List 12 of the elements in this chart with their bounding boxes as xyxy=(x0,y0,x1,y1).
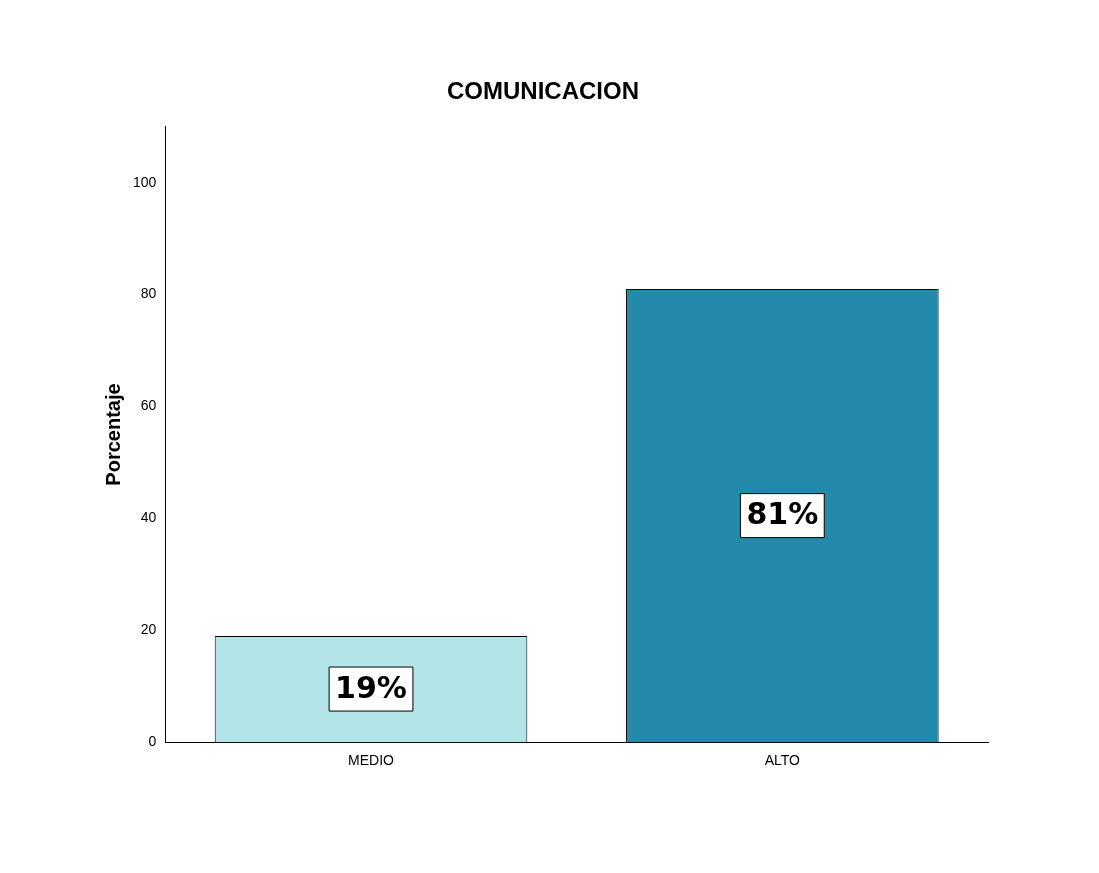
data-label: 81% xyxy=(746,496,819,532)
y-tick-label: 20 xyxy=(140,621,157,638)
data-label: 19% xyxy=(335,669,407,705)
x-tick-label: MEDIO xyxy=(348,752,395,769)
y-tick-label: 100 xyxy=(133,173,157,190)
y-axis-title: Porcentaje xyxy=(101,383,124,486)
y-tick-label: 60 xyxy=(140,397,157,414)
x-tick-label: ALTO xyxy=(764,752,801,769)
chart-title: COMUNICACION xyxy=(447,77,639,105)
y-tick-label: 40 xyxy=(140,509,157,526)
y-tick-label: 0 xyxy=(148,733,157,750)
y-tick-label: 80 xyxy=(140,285,157,302)
